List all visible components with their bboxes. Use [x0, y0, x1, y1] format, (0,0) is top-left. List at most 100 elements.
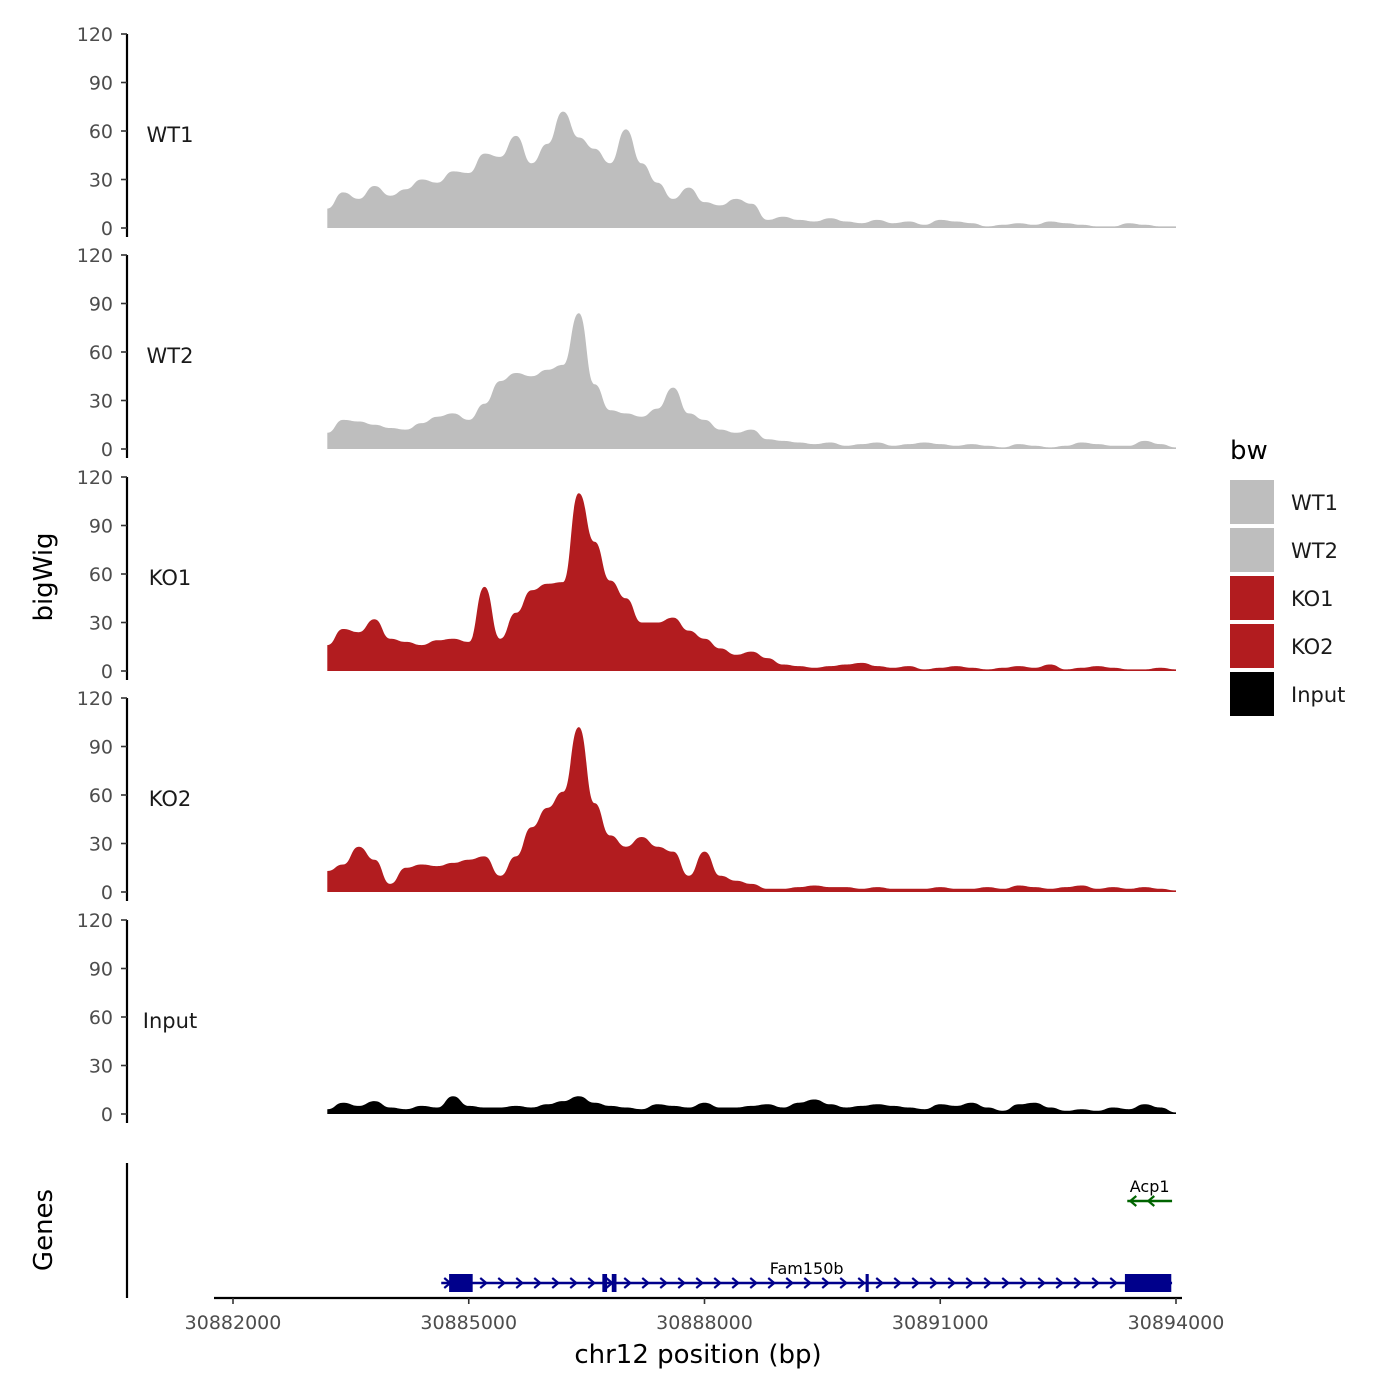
signal-area-ko2	[327, 727, 1176, 892]
x-tick-label: 30885000	[420, 1312, 517, 1334]
y-tick-label: 30	[89, 391, 113, 413]
y-tick-label: 120	[77, 24, 113, 46]
track-wt1: 0 30 60 90 120 WT1	[77, 24, 1176, 240]
genes-panel: Genes Fam150b Acp1	[29, 1163, 1173, 1298]
strand-arrow	[515, 1277, 524, 1289]
strand-arrow	[1001, 1277, 1010, 1289]
legend-title: bw	[1230, 436, 1268, 466]
strand-arrow	[623, 1277, 632, 1289]
strand-arrow	[911, 1277, 920, 1289]
y-tick-label: 0	[101, 661, 113, 683]
signal-area-wt1	[327, 111, 1176, 228]
legend-swatch	[1230, 672, 1274, 716]
strand-arrow	[659, 1277, 668, 1289]
exon-block	[1124, 1274, 1172, 1292]
exon-block	[865, 1274, 869, 1292]
strand-arrow	[857, 1277, 866, 1289]
strand-arrow	[677, 1277, 686, 1289]
legend: bw WT1 WT2 KO1 KO2 Input	[1230, 436, 1345, 716]
y-axis-title: bigWig	[29, 532, 59, 621]
y-tick-label: 0	[101, 1104, 113, 1126]
y-tick-label: 30	[89, 170, 113, 192]
y-tick-label: 30	[89, 613, 113, 635]
track-ko2: 0 30 60 90 120 KO2	[77, 688, 1176, 904]
y-tick-label: 60	[89, 785, 113, 807]
signal-tracks: 0306090120WT10306090120WT20306090120KO10…	[77, 24, 1176, 1126]
track-input: 0 30 60 90 120 Input	[77, 910, 1176, 1126]
strand-arrow	[803, 1277, 812, 1289]
x-tick-label: 30882000	[185, 1312, 282, 1334]
strand-arrow	[1146, 1195, 1155, 1207]
y-tick-label: 30	[89, 1056, 113, 1078]
strand-arrow	[965, 1277, 974, 1289]
gene-acp1: Acp1	[1127, 1177, 1173, 1207]
legend-label: KO2	[1291, 635, 1334, 659]
y-tick-label: 60	[89, 1007, 113, 1029]
strand-arrow	[875, 1277, 884, 1289]
strand-arrow	[1073, 1277, 1082, 1289]
legend-item-ko1: KO1	[1230, 576, 1334, 620]
x-axis-title: chr12 position (bp)	[574, 1340, 821, 1370]
legend-label: WT1	[1291, 491, 1338, 515]
strand-arrow	[1019, 1277, 1028, 1289]
y-tick-label: 120	[77, 467, 113, 489]
strand-arrow	[893, 1277, 902, 1289]
strand-arrow	[767, 1277, 776, 1289]
strand-arrow	[1091, 1277, 1100, 1289]
strand-arrow	[821, 1277, 830, 1289]
strand-arrow	[479, 1277, 488, 1289]
strand-arrow	[1109, 1277, 1118, 1289]
strand-arrow	[983, 1277, 992, 1289]
y-tick-label: 0	[101, 439, 113, 461]
track-label: KO2	[149, 787, 192, 811]
y-tick-label: 60	[89, 342, 113, 364]
genes-panel-title: Genes	[29, 1189, 59, 1271]
strand-arrow	[731, 1277, 740, 1289]
x-tick-label: 30891000	[892, 1312, 989, 1334]
track-label: WT1	[147, 123, 194, 147]
legend-item-ko2: KO2	[1230, 624, 1334, 668]
strand-arrow	[551, 1277, 560, 1289]
y-tick-label: 90	[89, 294, 113, 316]
strand-arrow	[1055, 1277, 1064, 1289]
legend-swatch	[1230, 624, 1274, 668]
signal-area-ko1	[327, 493, 1176, 671]
strand-arrow	[641, 1277, 650, 1289]
strand-arrow	[695, 1277, 704, 1289]
y-tick-label: 120	[77, 910, 113, 932]
y-tick-label: 60	[89, 564, 113, 586]
track-label: Input	[143, 1009, 197, 1033]
legend-swatch	[1230, 576, 1274, 620]
legend-swatch	[1230, 480, 1274, 524]
y-tick-label: 90	[89, 959, 113, 981]
exon-block	[449, 1274, 473, 1292]
legend-item-wt1: WT1	[1230, 480, 1338, 524]
y-tick-label: 0	[101, 882, 113, 904]
x-tick-label: 30894000	[1128, 1312, 1225, 1334]
y-tick-label: 60	[89, 121, 113, 143]
strand-arrow	[587, 1277, 596, 1289]
strand-arrow	[713, 1277, 722, 1289]
track-ko1: 0 30 60 90 120 KO1	[77, 467, 1176, 683]
signal-area-input	[327, 1096, 1176, 1114]
x-tick-label: 30888000	[656, 1312, 753, 1334]
exon-block	[602, 1274, 608, 1292]
strand-arrow	[947, 1277, 956, 1289]
strand-arrow	[749, 1277, 758, 1289]
strand-arrow	[929, 1277, 938, 1289]
gene-label: Fam150b	[770, 1259, 844, 1278]
legend-label: KO1	[1291, 587, 1334, 611]
gene-label: Acp1	[1130, 1177, 1170, 1196]
strand-arrow	[839, 1277, 848, 1289]
track-wt2: 0 30 60 90 120 WT2	[77, 245, 1176, 461]
strand-arrow	[533, 1277, 542, 1289]
x-axis: chr12 position (bp) 30882000 30885000 3088…	[185, 1296, 1225, 1370]
strand-arrow	[1128, 1195, 1137, 1207]
y-tick-label: 0	[101, 218, 113, 240]
legend-item-wt2: WT2	[1230, 528, 1338, 572]
y-tick-label: 90	[89, 73, 113, 95]
y-tick-label: 120	[77, 688, 113, 710]
legend-swatch	[1230, 528, 1274, 572]
y-tick-label: 30	[89, 834, 113, 856]
